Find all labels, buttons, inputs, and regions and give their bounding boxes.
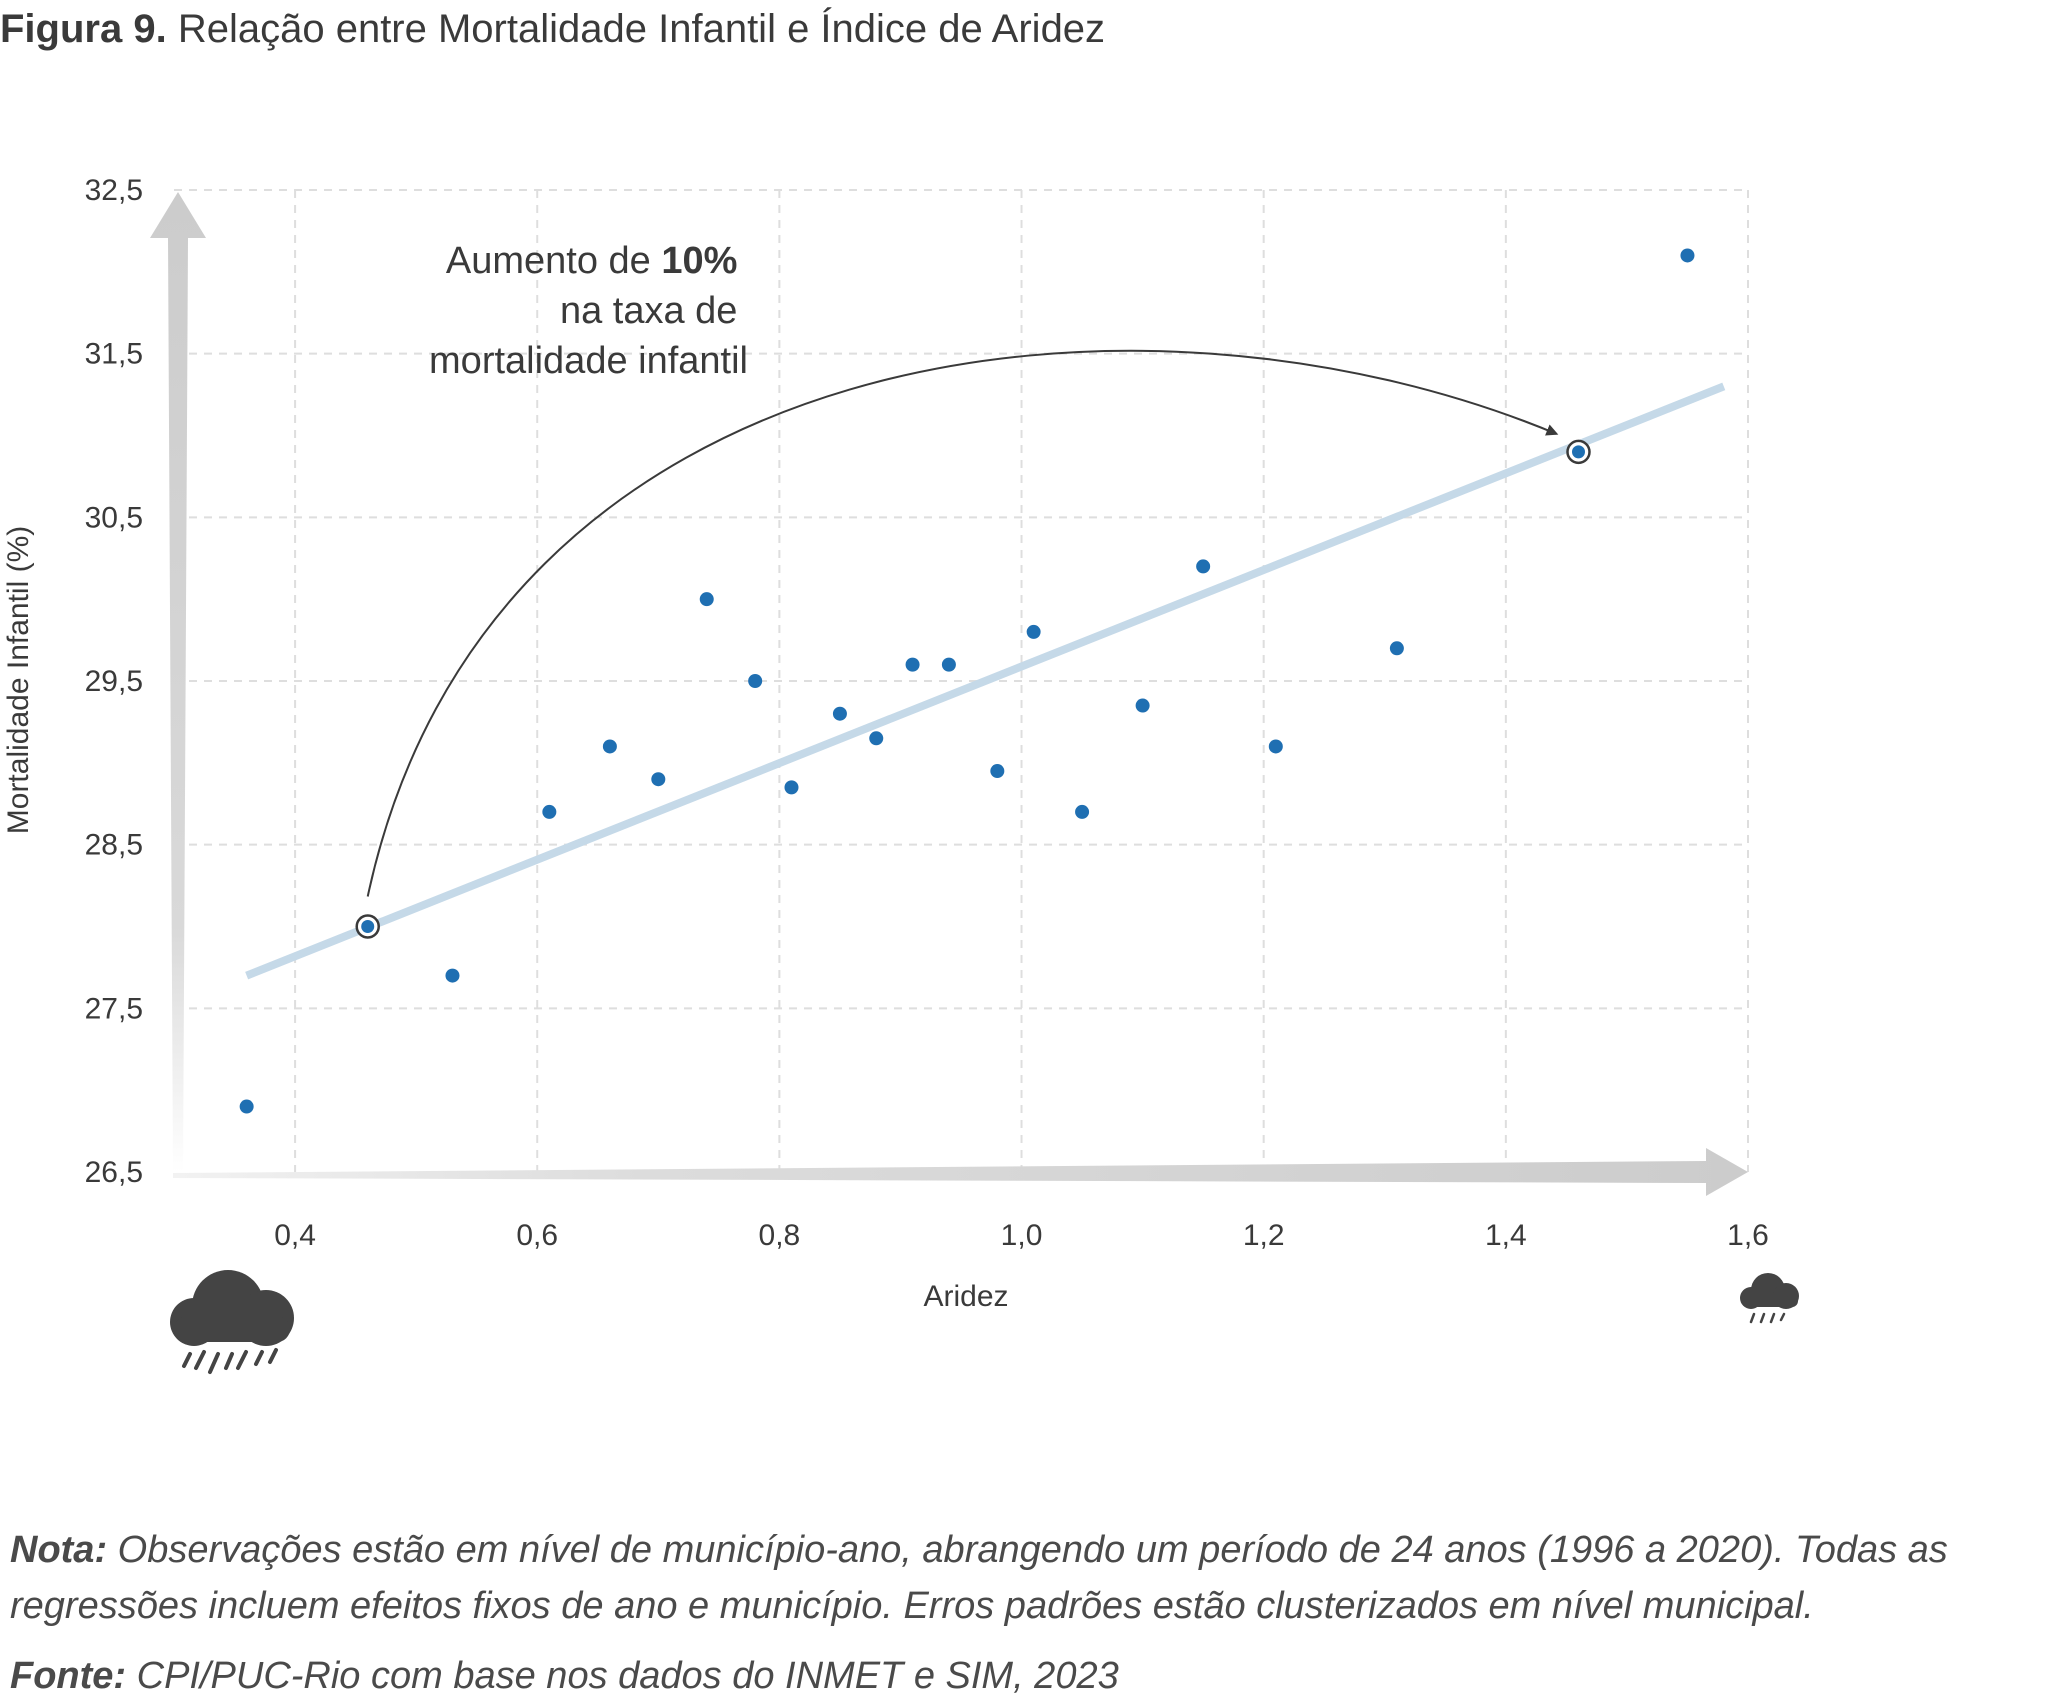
data-point (542, 804, 557, 819)
y-tick-label: 32,5 (85, 174, 143, 207)
x-tick-label: 1,6 (1727, 1219, 1769, 1252)
x-tick-label: 1,2 (1243, 1219, 1285, 1252)
source-text: Fonte: CPI/PUC-Rio com base nos dados do… (10, 1648, 1119, 1704)
grid-lines (174, 189, 1749, 1172)
y-axis-arrow (150, 192, 206, 1172)
data-point (445, 968, 460, 983)
data-point-highlighted (361, 920, 375, 933)
x-axis-label: Aridez (923, 1280, 1008, 1313)
data-point (1196, 559, 1211, 574)
note-label: Nota: (10, 1529, 108, 1571)
data-point (1075, 804, 1090, 819)
note-text: Nota: Observações estão em nível de muni… (10, 1522, 2060, 1634)
scatter-chart: 26,5 27,5 28,5 29,5 30,5 31,5 32,5 0,4 0,6 0,8 1,… (2, 174, 1799, 1374)
rain-cloud-icon-large (170, 1270, 294, 1374)
y-tick-labels: 26,5 27,5 28,5 29,5 30,5 31,5 32,5 (85, 174, 143, 1189)
data-point (832, 706, 847, 721)
annotation-line1-prefix: Aumento de (446, 240, 661, 282)
x-tick-labels: 0,4 0,6 0,8 1,0 1,2 1,4 1,6 (274, 1219, 1769, 1252)
data-point (1680, 248, 1695, 263)
data-point (869, 731, 884, 746)
x-tick-label: 0,4 (274, 1219, 316, 1252)
data-point (1389, 641, 1404, 656)
annotation-arrow (366, 349, 1559, 897)
y-tick-label: 29,5 (85, 665, 143, 698)
annotation-line2: na taxa de (560, 290, 737, 332)
y-tick-label: 28,5 (85, 829, 143, 862)
data-point (990, 764, 1005, 779)
annotation-text: Aumento de 10% na taxa de mortalidade in… (429, 240, 748, 382)
y-tick-label: 26,5 (85, 1156, 143, 1189)
figure-title-text: Relação entre Mortalidade Infantil e Índ… (177, 7, 1106, 51)
data-points (239, 248, 1695, 1114)
x-tick-label: 0,8 (759, 1219, 801, 1252)
data-point (699, 592, 714, 607)
data-point (1268, 739, 1283, 754)
data-point (1026, 624, 1041, 639)
x-axis-arrow (173, 1148, 1748, 1196)
y-tick-label: 31,5 (85, 338, 143, 371)
annotation-line3: mortalidade infantil (429, 340, 748, 382)
figure-title: Figura 9. Relação entre Mortalidade Infa… (0, 4, 1105, 54)
figure-label: Figura 9. (0, 7, 167, 51)
data-point (1135, 698, 1150, 713)
trend-line (245, 382, 1726, 980)
data-point-highlighted (1571, 445, 1585, 459)
y-tick-label: 27,5 (85, 992, 143, 1025)
source-label: Fonte: (10, 1655, 127, 1697)
rain-cloud-icon-small (1740, 1273, 1799, 1324)
y-tick-label: 30,5 (85, 501, 143, 534)
source-body: CPI/PUC-Rio com base nos dados do INMET … (126, 1655, 1119, 1697)
annotation-line1-bold: 10% (661, 240, 737, 282)
data-point (905, 657, 920, 672)
note-body: Observações estão em nível de município-… (10, 1529, 1948, 1627)
data-point (784, 780, 799, 795)
data-point (239, 1099, 254, 1114)
y-axis-label: Mortalidade Infantil (%) (2, 526, 35, 834)
data-point (941, 657, 956, 672)
x-tick-label: 0,6 (516, 1219, 558, 1252)
data-point (602, 739, 617, 754)
data-point (748, 674, 763, 688)
x-tick-label: 1,4 (1485, 1219, 1527, 1252)
x-tick-label: 1,0 (1001, 1219, 1043, 1252)
data-point (651, 772, 666, 787)
